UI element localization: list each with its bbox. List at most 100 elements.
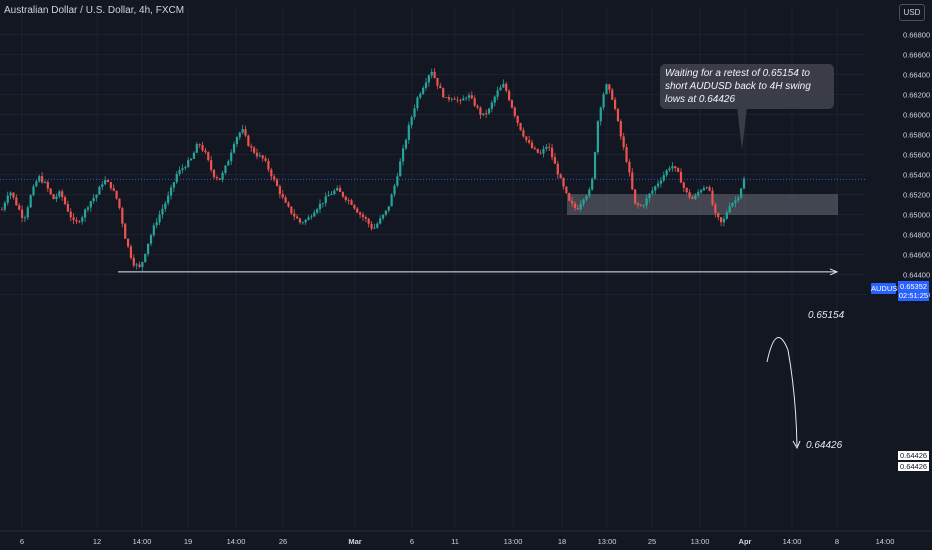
candle-body	[327, 195, 330, 197]
candle	[192, 151, 196, 159]
candle-body	[422, 87, 425, 94]
candle	[261, 154, 264, 162]
candle-body	[396, 176, 399, 186]
candle-body	[579, 203, 582, 210]
trade-idea-note[interactable]: Waiting for a retest of 0.65154 to short…	[660, 64, 834, 109]
candle	[267, 158, 270, 173]
candle-body	[605, 84, 608, 95]
candle	[459, 98, 462, 105]
candle	[255, 148, 259, 160]
candle-body	[410, 116, 413, 125]
candle	[333, 188, 336, 196]
candle	[639, 203, 642, 207]
candle-body	[499, 87, 502, 91]
candle	[742, 176, 746, 190]
candle-body	[381, 214, 385, 219]
candle-body	[0, 209, 4, 211]
candle	[456, 96, 459, 104]
candle-body	[465, 97, 468, 99]
candle	[416, 95, 419, 112]
candle-body	[20, 209, 24, 218]
candle	[364, 215, 367, 223]
candle-body	[181, 168, 184, 171]
target-level-label: 0.64426	[806, 440, 843, 451]
candle	[189, 157, 193, 162]
x-tick-label: 12	[93, 537, 101, 546]
currency-button[interactable]: USD	[899, 4, 925, 21]
candle	[181, 164, 184, 174]
candle	[536, 148, 539, 154]
candle	[634, 189, 637, 205]
last-price-value: 0.65352	[899, 282, 928, 291]
candle-body	[38, 176, 41, 182]
candle	[719, 216, 723, 227]
candle-body	[330, 193, 333, 196]
candle-body	[702, 188, 705, 191]
candle	[399, 157, 402, 177]
candle	[43, 179, 47, 184]
candle-body	[413, 108, 416, 117]
candle-body	[235, 137, 239, 144]
candle	[121, 206, 124, 228]
candle	[26, 205, 29, 220]
candle	[611, 87, 614, 101]
candle	[513, 106, 516, 119]
candle-body	[35, 181, 38, 187]
candle	[404, 138, 408, 151]
candle	[559, 173, 562, 179]
candle-body	[273, 176, 276, 180]
candle	[593, 151, 597, 180]
candle-body	[101, 184, 104, 187]
candle-body	[367, 218, 370, 224]
candle	[711, 187, 714, 206]
candle-body	[553, 157, 557, 164]
candle	[112, 184, 115, 192]
candle-body	[631, 172, 634, 190]
candle-body	[278, 186, 281, 195]
candle-body	[301, 222, 304, 224]
candle-body	[161, 208, 164, 215]
candle-body	[376, 223, 379, 228]
candle-body	[86, 207, 90, 210]
candle-body	[167, 195, 170, 204]
candle	[178, 166, 181, 177]
x-tick-label: 14:00	[783, 537, 802, 546]
candle	[625, 143, 628, 164]
candle	[29, 194, 32, 209]
candle	[384, 210, 387, 217]
candle-body	[401, 148, 405, 162]
candle	[510, 99, 514, 109]
candle	[539, 149, 542, 155]
candle-body	[204, 150, 207, 153]
candle-body	[459, 99, 462, 101]
candle-body	[144, 253, 147, 262]
candle	[290, 206, 293, 215]
candle-body	[138, 264, 141, 267]
candle	[106, 179, 110, 183]
candle-body	[585, 195, 588, 200]
candle	[9, 191, 12, 200]
candle-body	[55, 196, 58, 200]
candle-body	[364, 217, 367, 219]
candle-body	[705, 187, 708, 189]
candle-body	[359, 212, 362, 215]
candle	[264, 155, 267, 163]
candle	[725, 210, 728, 220]
candle	[86, 205, 90, 213]
candle-body	[178, 170, 181, 175]
y-tick-label: 0.65200	[903, 191, 930, 200]
x-tick-label: Mar	[348, 537, 361, 546]
candle	[241, 124, 244, 135]
candle	[450, 97, 453, 102]
candle-body	[316, 209, 319, 213]
candle-body	[708, 187, 711, 191]
candle-body	[104, 180, 107, 185]
x-tick-label: 6	[410, 537, 414, 546]
candle-body	[505, 83, 508, 91]
candle-body	[424, 82, 428, 88]
candle	[525, 136, 528, 143]
x-tick-label: 26	[279, 537, 287, 546]
candle-body	[224, 165, 227, 173]
candle-body	[221, 172, 224, 180]
candle	[407, 121, 410, 144]
